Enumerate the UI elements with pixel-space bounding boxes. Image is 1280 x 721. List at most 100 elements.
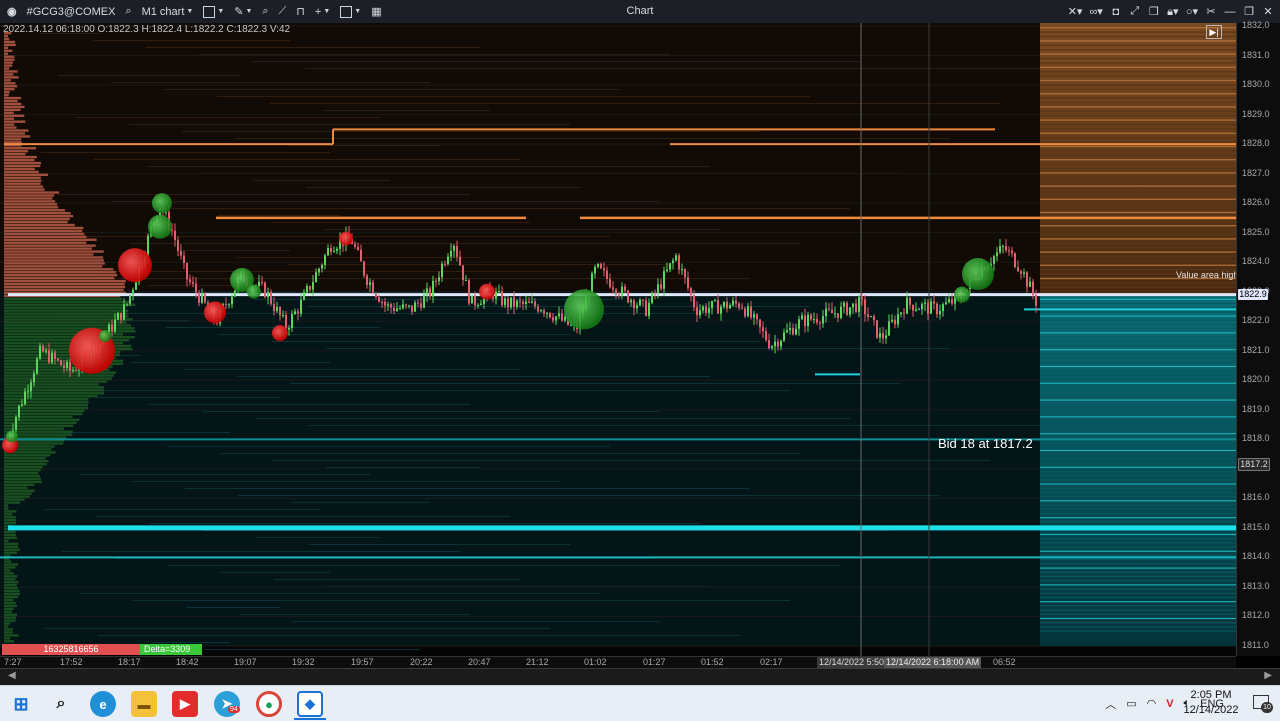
chart-panel[interactable]: 2022.14.12 06:18:00 O:1822.3 H:1822.4 L:… <box>0 23 1280 668</box>
profile-bar <box>4 407 88 409</box>
bid-depth-stripe <box>1040 412 1236 413</box>
chart-scrollbar[interactable]: ◀ ▶ <box>0 668 1280 686</box>
link-icon[interactable]: ∞▾ <box>1089 5 1102 18</box>
candle-body <box>924 303 926 304</box>
candle-body <box>432 281 434 297</box>
scroll-left-icon[interactable]: ◀ <box>8 670 16 681</box>
price-axis[interactable]: 1832.0 1831.0 1830.0 1829.0 1828.0 1827.0 1826… <box>1236 23 1280 656</box>
battery-icon[interactable]: ▭ <box>1126 697 1136 710</box>
profile-bar <box>4 336 135 338</box>
wifi-icon[interactable]: ◠ <box>1147 697 1157 710</box>
telegram-icon[interactable]: ➤ <box>214 691 240 717</box>
youtube-icon[interactable]: ▶ <box>172 691 198 717</box>
bid-depth-stripe <box>1040 475 1236 476</box>
ask-depth-stripe <box>1040 75 1236 76</box>
ask-depth-stripe <box>1040 221 1236 222</box>
antivirus-icon[interactable]: V <box>1166 698 1173 710</box>
heatmap-stripe <box>58 75 240 76</box>
draw-tool-icon[interactable]: ✎ ▼ <box>231 2 255 21</box>
profile-bar <box>4 147 36 149</box>
ask-depth-stripe <box>1040 119 1236 120</box>
candle-body <box>528 302 530 303</box>
candle-body <box>456 246 458 257</box>
candle-body <box>849 307 851 315</box>
profile-bar <box>4 247 92 249</box>
fullscreen-icon[interactable]: ⤢ <box>1129 5 1141 18</box>
candle-body <box>66 362 68 368</box>
timeframe-dropdown[interactable]: M1 chart ▼ <box>139 2 197 21</box>
bid-depth-stripe <box>1040 446 1236 447</box>
windows-start-icon[interactable]: ⊞ <box>8 691 34 717</box>
strategy-icon[interactable]: ⊓ <box>293 2 308 21</box>
notification-center-icon[interactable]: 10 <box>1252 693 1272 713</box>
candle-body <box>801 315 803 319</box>
ask-depth-stripe <box>1040 67 1236 68</box>
profile-bar <box>4 590 20 592</box>
candle-body <box>363 261 365 275</box>
indicators-icon[interactable]: ⟋ <box>276 2 290 21</box>
profile-bar <box>4 209 65 211</box>
trading-app-icon[interactable]: ◆ <box>297 691 323 717</box>
candle-body <box>63 365 65 368</box>
symbol-label[interactable]: #GCG3@COMEX <box>24 2 119 21</box>
ask-depth-stripe <box>1040 251 1236 252</box>
bid-depth-stripe <box>1040 614 1236 615</box>
time-tick-label: 17:52 <box>60 657 83 667</box>
chart-canvas[interactable] <box>0 23 1280 668</box>
duplicate-icon[interactable]: ❐ <box>1148 5 1160 18</box>
layout-icon[interactable]: ▼ <box>337 2 364 21</box>
add-icon[interactable]: + ▼ <box>312 2 333 21</box>
file-explorer-icon[interactable]: ▬ <box>131 691 157 717</box>
bid-depth-stripe <box>1040 450 1236 451</box>
ask-depth-stripe <box>1040 128 1236 129</box>
scroll-right-icon[interactable]: ▶ <box>1264 670 1272 681</box>
color-scheme-icon[interactable]: ○▾ <box>1186 5 1198 18</box>
heatmap-stripe <box>271 222 530 223</box>
chart-template-icon[interactable]: ▼ <box>200 2 227 21</box>
heatmap-stripe <box>309 544 570 545</box>
camera-icon[interactable]: ◘ <box>1110 6 1122 18</box>
candle-body <box>507 298 509 307</box>
dom-icon[interactable]: ▦ <box>368 2 384 21</box>
candle-body <box>447 257 449 264</box>
zoom-icon[interactable]: ⌕ <box>259 2 271 21</box>
candle-body <box>264 283 266 297</box>
candle-body <box>417 303 419 304</box>
bid-depth-stripe <box>1040 370 1236 371</box>
candle-body <box>552 317 554 320</box>
restore-icon[interactable]: ❐ <box>1243 5 1255 18</box>
profile-bar <box>4 572 14 574</box>
scroll-to-end-button[interactable]: ▶| <box>1206 25 1222 39</box>
settings-icon[interactable]: ✂ <box>1205 5 1217 18</box>
lock-icon[interactable]: 🔒︎▾ <box>1167 5 1179 19</box>
bid-depth-stripe <box>1040 509 1236 510</box>
candle-body <box>195 284 197 293</box>
candle-body <box>1029 282 1031 287</box>
price-tick-label: 1812.0 <box>1242 610 1270 620</box>
profile-bar <box>4 118 14 120</box>
profile-bar <box>4 289 124 291</box>
candle-body <box>900 313 902 315</box>
edge-browser-icon[interactable]: e <box>90 691 116 717</box>
profile-bar <box>4 628 13 630</box>
profile-bar <box>4 546 18 548</box>
search-icon[interactable]: ⌕ <box>48 691 74 717</box>
chrome-icon[interactable]: ● <box>256 691 282 717</box>
profile-bar <box>4 268 113 270</box>
profile-bar <box>4 513 12 515</box>
symbol-search-icon[interactable]: ⌕ <box>122 2 134 21</box>
candle-body <box>942 304 944 311</box>
candle-body <box>468 280 470 303</box>
taskbar-clock[interactable]: 2:05 PM 12/14/2022 <box>1176 688 1246 718</box>
ask-depth-stripe <box>1040 287 1236 288</box>
candle-body <box>804 315 806 326</box>
bid-depth-stripe <box>1040 324 1236 325</box>
crosshair-icon[interactable]: ✕▾ <box>1068 5 1083 18</box>
candle-body <box>234 290 236 296</box>
bid-depth-stripe <box>1040 425 1236 426</box>
minimize-icon[interactable]: — <box>1224 6 1236 18</box>
close-icon[interactable]: ✕ <box>1262 5 1274 18</box>
tray-expand-icon[interactable]: ︿ <box>1105 696 1116 712</box>
heatmap-stripe <box>165 208 850 209</box>
profile-bar <box>4 619 16 621</box>
